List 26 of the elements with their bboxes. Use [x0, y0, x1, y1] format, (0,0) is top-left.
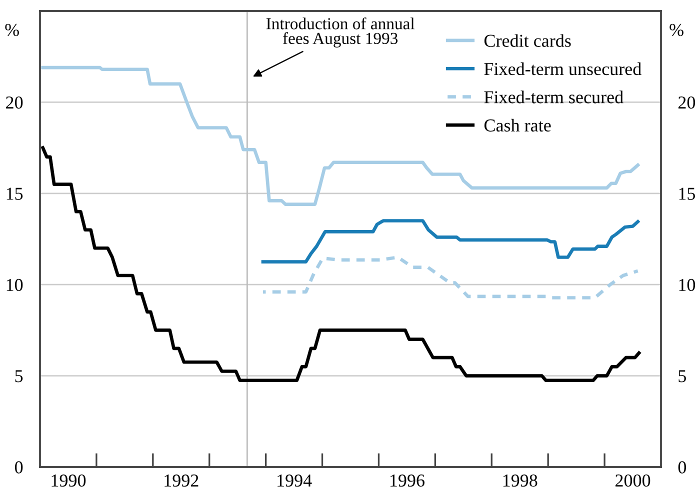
y-tick-label: 20 [6, 96, 23, 109]
line-series [261, 256, 640, 300]
legend-label: Fixed-term secured [484, 90, 624, 104]
y-tick-label: 15 [6, 188, 23, 200]
y2-tick-label: 10 [679, 278, 696, 292]
y2-axis-title: % [670, 24, 684, 36]
y-axis-title: % [5, 24, 19, 36]
legend-label: Credit cards [484, 34, 571, 47]
y2-tick-label: 15 [679, 188, 696, 200]
legend-label: Cash rate [484, 118, 551, 132]
y2-tick-label: 5 [678, 370, 686, 382]
legend-label: Fixed-term unsecured [484, 62, 642, 76]
x-tick-label: 2000 [616, 474, 650, 487]
x-tick-label: 1990 [52, 474, 86, 487]
x-tick-label: 1998 [503, 474, 538, 487]
x-tick-label: 1996 [390, 474, 424, 487]
y-tick-label: 0 [14, 461, 23, 474]
y-tick-label: 10 [6, 278, 23, 292]
ref-line-label: Introduction of annual fees August 1993 [266, 17, 415, 48]
x-tick-label: 1994 [278, 474, 312, 487]
line-series [41, 146, 641, 382]
line-series [261, 219, 640, 264]
y-tick-label: 5 [15, 370, 23, 382]
y2-tick-label: 20 [678, 96, 696, 109]
x-tick-label: 1992 [164, 474, 198, 487]
y2-tick-label: 0 [678, 461, 686, 474]
